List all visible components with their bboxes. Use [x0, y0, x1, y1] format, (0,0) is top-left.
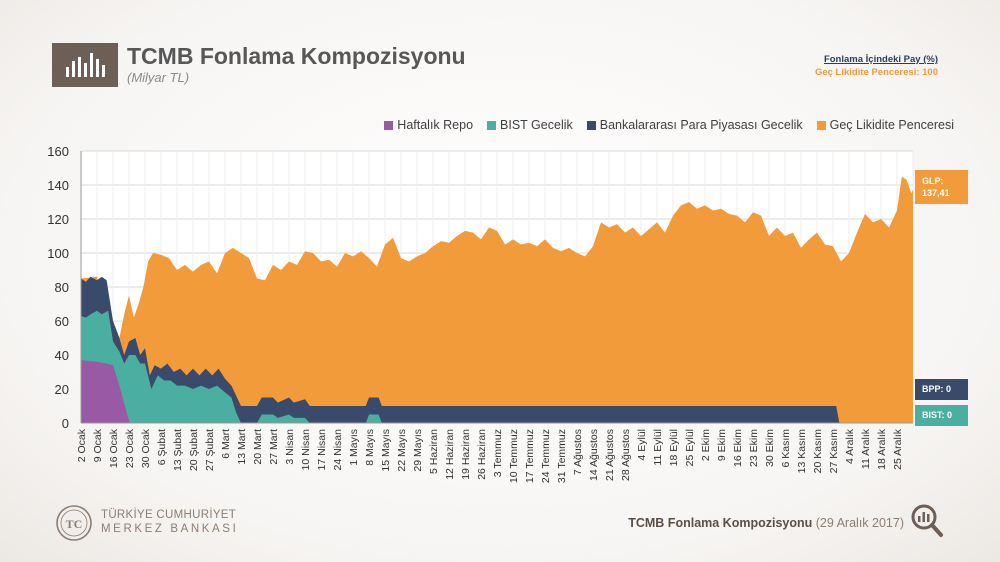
chart-legend: Haftalık Repo BIST Gecelik Bankalararası…: [384, 118, 954, 132]
x-tick-label: 17 Temmuz: [524, 429, 536, 483]
x-tick-label: 8 Mayıs: [364, 429, 376, 466]
x-tick-label: 2 Ocak: [76, 428, 88, 462]
x-tick-label: 16 Ocak: [108, 428, 120, 468]
legend-item-bist[interactable]: BIST Gecelik: [487, 118, 573, 132]
x-tick-label: 11 Eylül: [652, 429, 664, 466]
x-tick-label: 25 Eylül: [684, 429, 696, 466]
x-tick-label: 5 Haziran: [428, 429, 440, 474]
y-tick-label: 0: [62, 416, 69, 431]
area-gec-likidite: [81, 176, 913, 423]
x-tick-label: 2 Ekim: [700, 429, 712, 461]
legend-swatch-repo: [384, 120, 394, 130]
x-tick-label: 10 Temmuz: [508, 429, 520, 483]
share-panel: Fonlama İçindeki Pay (%) Geç Likidite Pe…: [815, 53, 938, 79]
legend-swatch-bist: [487, 120, 497, 130]
x-tick-label: 27 Kasım: [828, 429, 840, 474]
x-tick-label: 21 Ağustos: [604, 429, 616, 481]
footer-title: TCMB Fonlama Kompozisyonu (29 Aralık 201…: [628, 516, 904, 530]
x-tick-label: 29 Mayıs: [412, 429, 424, 472]
glp-badge-value: 137,41: [922, 188, 950, 198]
x-tick-label: 14 Ağustos: [588, 429, 600, 481]
bist-value-badge: BIST: 0: [915, 405, 968, 426]
x-tick-label: 1 Mayıs: [348, 429, 360, 466]
logo-text-line1: TÜRKİYE CUMHURİYET: [101, 509, 237, 521]
x-tick-label: 31 Temmuz: [556, 429, 568, 483]
share-panel-title: Fonlama İçindeki Pay (%): [823, 54, 938, 65]
x-tick-label: 20 Şubat: [188, 429, 200, 471]
x-tick-label: 3 Temmuz: [492, 429, 504, 477]
chart-logo-icon: [52, 43, 118, 87]
legend-item-repo[interactable]: Haftalık Repo: [384, 118, 473, 132]
y-tick-label: 160: [47, 144, 69, 159]
x-tick-label: 28 Ağustos: [620, 429, 632, 481]
glp-value-badge: GLP: 137,41: [915, 170, 968, 204]
x-tick-label: 11 Aralık: [860, 428, 872, 469]
tcmb-logo-icon: TC: [56, 505, 92, 541]
legend-label-bpp: Bankalararası Para Piyasası Gecelik: [599, 118, 803, 132]
x-tick-label: 10 Nisan: [300, 429, 312, 471]
x-tick-label: 13 Mart: [236, 429, 248, 465]
y-tick-label: 40: [55, 348, 69, 363]
x-tick-label: 3 Nisan: [284, 429, 296, 465]
y-tick-label: 100: [47, 246, 69, 261]
svg-text:TC: TC: [66, 517, 83, 531]
x-tick-label: 26 Haziran: [476, 429, 488, 480]
x-tick-label: 4 Eylül: [636, 429, 648, 461]
x-tick-label: 12 Haziran: [444, 429, 456, 480]
x-tick-label: 23 Ekim: [748, 429, 760, 467]
area-bist-gecelik: [81, 310, 913, 423]
magnifier-chart-icon: [911, 504, 943, 537]
footer-title-main: TCMB Fonlama Kompozisyonu: [628, 516, 813, 530]
x-tick-label: 6 Mart: [220, 429, 232, 459]
legend-label-glp: Geç Likidite Penceresi: [829, 118, 954, 132]
x-tick-label: 17 Nisan: [316, 429, 328, 471]
footer-title-date: (29 Aralık 2017): [815, 516, 904, 530]
x-tick-label: 23 Ocak: [124, 428, 136, 468]
x-tick-label: 15 Mayıs: [380, 429, 392, 472]
y-tick-label: 60: [55, 314, 69, 329]
bpp-value-badge: BPP: 0: [915, 379, 968, 400]
x-tick-label: 7 Ağustos: [572, 429, 584, 475]
legend-item-bpp[interactable]: Bankalararası Para Piyasası Gecelik: [586, 118, 803, 132]
legend-swatch-glp: [816, 120, 826, 130]
y-tick-label: 140: [47, 178, 69, 193]
page-subtitle: (Milyar TL): [127, 70, 190, 85]
logo-text-line2: MERKEZ BANKASI: [101, 523, 239, 535]
x-tick-label: 18 Eylül: [668, 429, 680, 466]
y-tick-label: 20: [55, 382, 69, 397]
legend-swatch-bpp: [586, 120, 596, 130]
x-tick-label: 25 Aralık: [892, 428, 904, 470]
legend-item-glp[interactable]: Geç Likidite Penceresi: [816, 118, 954, 132]
y-tick-label: 120: [47, 212, 69, 227]
x-tick-label: 24 Nisan: [332, 429, 344, 471]
x-tick-label: 20 Kasım: [812, 429, 824, 474]
y-tick-label: 80: [55, 280, 69, 295]
x-tick-label: 9 Ocak: [92, 428, 104, 462]
x-tick-label: 20 Mart: [252, 429, 264, 465]
x-tick-label: 13 Şubat: [172, 429, 184, 471]
legend-label-repo: Haftalık Repo: [397, 118, 474, 132]
x-tick-label: 19 Haziran: [460, 429, 472, 480]
x-tick-label: 16 Ekim: [732, 429, 744, 467]
x-tick-label: 27 Şubat: [204, 429, 216, 471]
x-tick-label: 18 Aralık: [876, 428, 888, 470]
x-tick-label: 27 Mart: [268, 429, 280, 465]
x-tick-label: 6 Şubat: [156, 429, 168, 465]
x-tick-label: 9 Ekim: [716, 429, 728, 461]
x-tick-label: 30 Ocak: [140, 428, 152, 468]
share-panel-value: Geç Likidite Penceresi: 100: [814, 67, 938, 78]
x-tick-label: 24 Temmuz: [540, 429, 552, 483]
x-tick-label: 13 Kasım: [796, 429, 808, 474]
page-title: TCMB Fonlama Kompozisyonu: [127, 43, 466, 69]
x-tick-label: 4 Aralık: [844, 428, 856, 464]
glp-badge-label: GLP:: [922, 176, 944, 186]
x-tick-label: 30 Ekim: [764, 429, 776, 467]
x-tick-label: 6 Kasım: [780, 429, 792, 468]
x-tick-label: 22 Mayıs: [396, 429, 408, 472]
legend-label-bist: BIST Gecelik: [500, 118, 573, 132]
